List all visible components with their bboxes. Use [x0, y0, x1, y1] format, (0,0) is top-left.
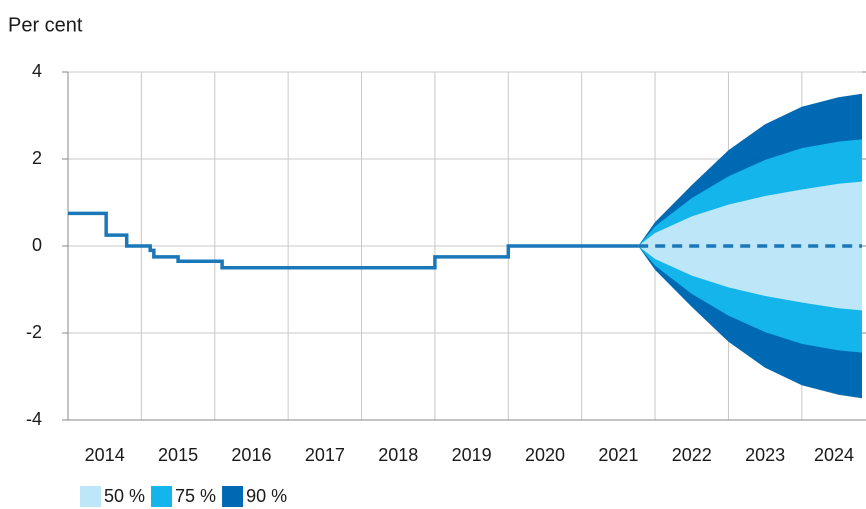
legend-label: 75 % [175, 486, 216, 506]
y-tick-label: 4 [32, 61, 42, 81]
legend-label: 50 % [104, 486, 145, 506]
y-tick-label: 2 [32, 148, 42, 168]
legend-swatch [80, 486, 101, 507]
line [68, 211, 639, 270]
x-tick-label: 2020 [525, 445, 565, 465]
y-tick-label: -2 [26, 322, 42, 342]
y-tick-label: 0 [32, 235, 42, 255]
legend-swatch [222, 486, 244, 507]
y-tick-label: -4 [26, 409, 42, 429]
x-tick-label: 2018 [378, 445, 418, 465]
x-tick-label: 2019 [452, 445, 492, 465]
x-tick-label: 2022 [672, 445, 712, 465]
x-tick-label: 2023 [745, 445, 785, 465]
x-tick-label: 2021 [598, 445, 638, 465]
legend-swatch [151, 486, 173, 507]
x-tick-label: 2015 [158, 445, 198, 465]
x-tick-label: 2017 [305, 445, 345, 465]
x-tick-label: 2014 [85, 445, 125, 465]
legend-label: 90 % [246, 486, 287, 506]
x-tick-label: 2016 [231, 445, 271, 465]
x-tick-label: 2024 [814, 445, 854, 465]
y-axis-label: Per cent [8, 14, 83, 36]
